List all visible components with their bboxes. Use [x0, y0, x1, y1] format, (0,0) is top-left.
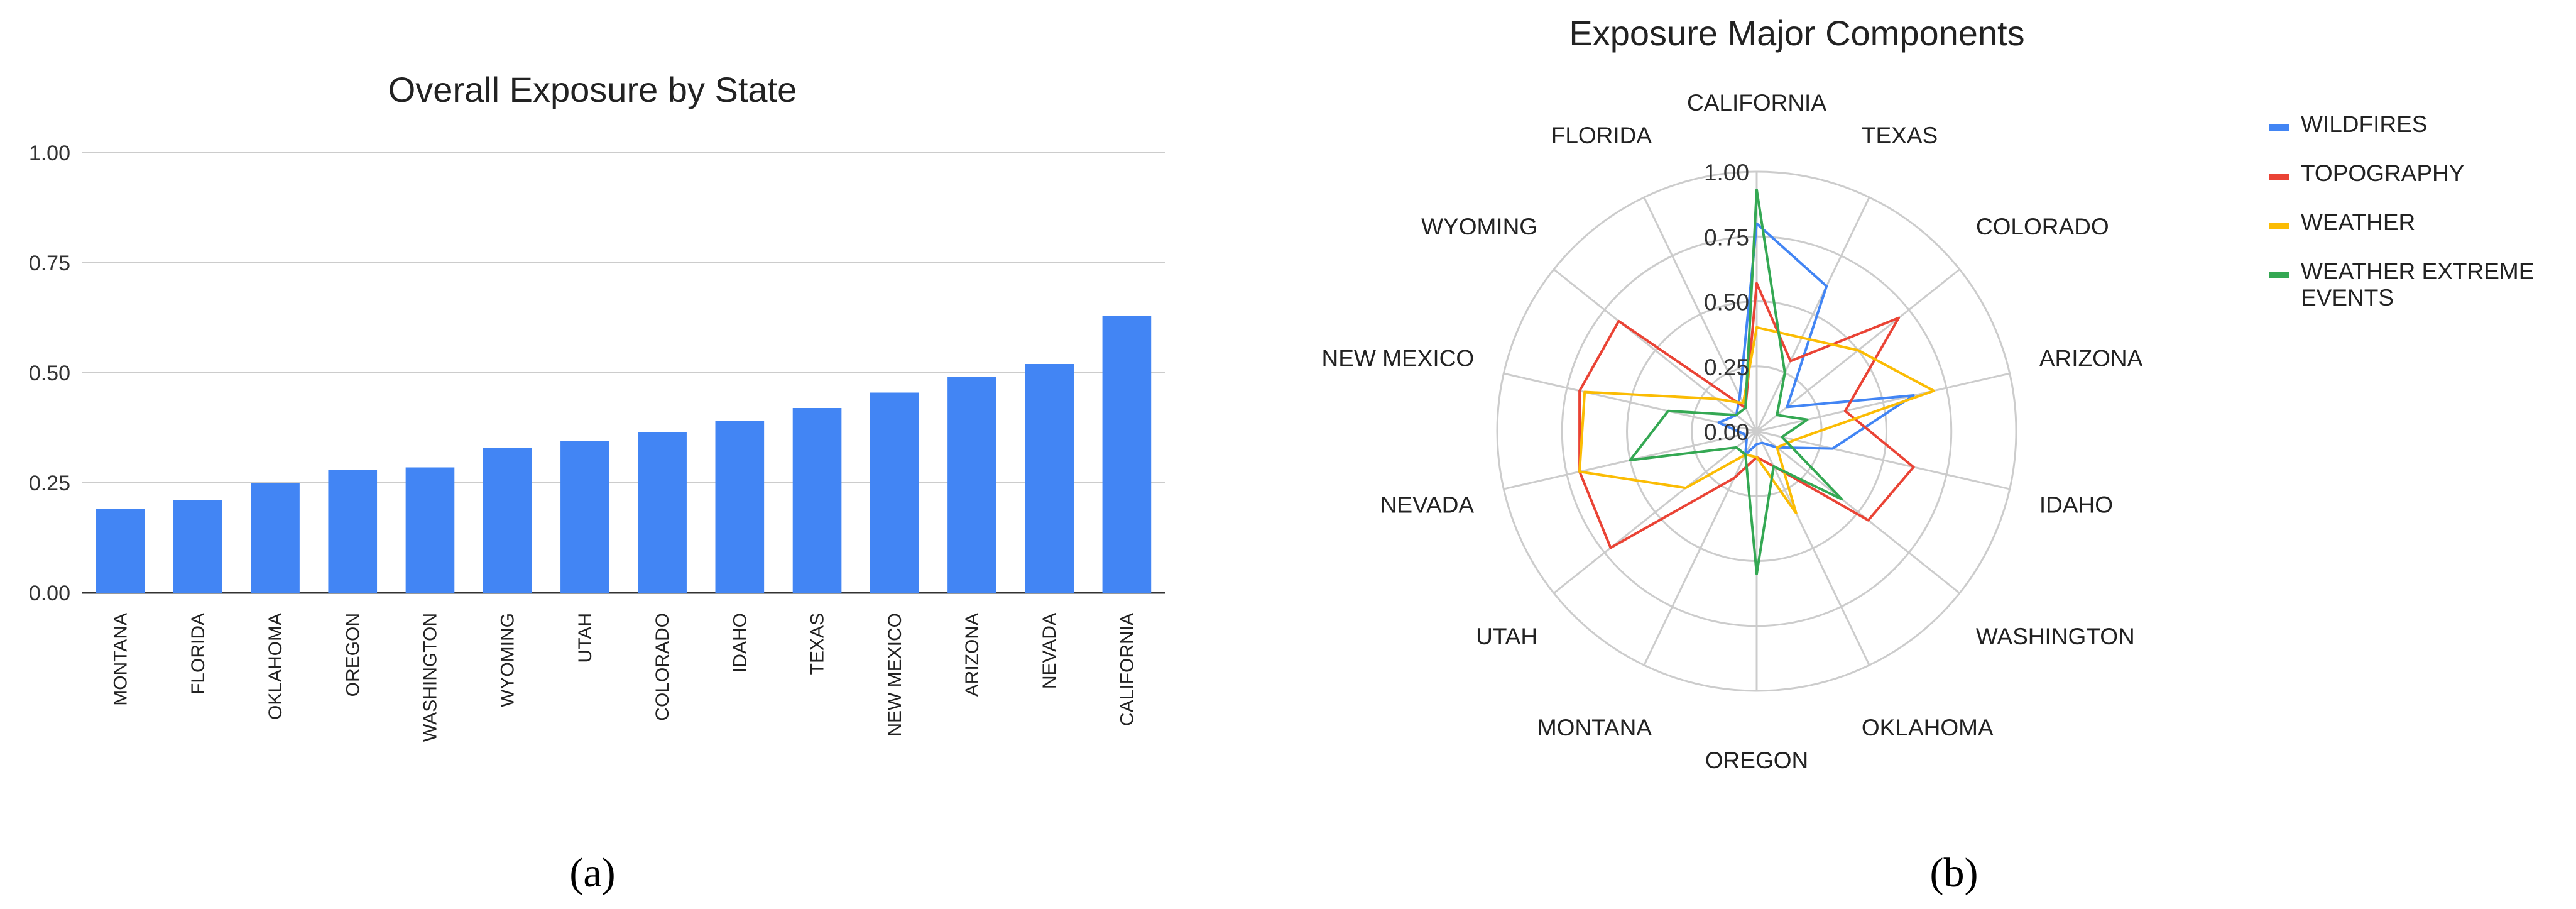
bar-category-label: NEW MEXICO: [885, 613, 905, 737]
bar-category-label: UTAH: [575, 613, 596, 663]
bar-nevada: [1025, 364, 1074, 593]
radar-radial-tick-labels: 0.00 0.25 0.50 0.75 1.00: [1704, 160, 1749, 445]
radar-spoke: [1755, 197, 1870, 432]
radar-tick-label: 0.25: [1704, 355, 1749, 380]
bar-category-label: OKLAHOMA: [265, 613, 286, 720]
bar-florida: [173, 500, 222, 593]
legend-swatch: [2269, 174, 2289, 180]
bar-y-tick-labels: 0.00 0.25 0.50 0.75 1.00: [29, 141, 70, 605]
legend-swatch: [2269, 124, 2289, 131]
radar-legend: WILDFIRES TOPOGRAPHY WEATHER WEATHER EXTREM…: [2269, 111, 2534, 311]
radar-spoke: [1756, 430, 1960, 594]
radar-category-label: OKLAHOMA: [1862, 715, 1994, 741]
radar-grid: [1496, 170, 2017, 692]
radar-tick-label: 1.00: [1704, 160, 1749, 185]
radar-series: [1578, 188, 1935, 576]
bar-oklahoma: [251, 483, 300, 593]
radar-series-wildfires: [1717, 222, 1915, 456]
bar-montana: [96, 509, 145, 593]
radar-spoke: [1553, 268, 1757, 432]
bar-california: [1102, 316, 1152, 593]
bar-chart-title: Overall Exposure by State: [388, 70, 797, 109]
bar-texas: [792, 408, 842, 593]
bar-series: [96, 316, 1152, 593]
radar-category-labels: CALIFORNIA TEXAS COLORADO ARIZONA IDAHO WASHI…: [1322, 90, 2143, 773]
bar-category-label: COLORADO: [652, 613, 673, 721]
radar-series-weather: [1578, 326, 1935, 515]
legend-swatch: [2269, 223, 2289, 229]
bar-category-label: IDAHO: [729, 613, 750, 673]
radar-category-label: WASHINGTON: [1976, 624, 2135, 649]
bar-category-label: TEXAS: [807, 613, 828, 675]
bar-arizona: [947, 377, 996, 593]
legend-swatch: [2269, 272, 2289, 278]
radar-category-label: NEVADA: [1380, 492, 1475, 517]
legend-label: WEATHER EXTREME EVENTS: [2301, 258, 2534, 311]
legend-label: TOPOGRAPHY: [2301, 160, 2464, 186]
radar-category-label: MONTANA: [1537, 715, 1652, 741]
bar-washington: [405, 467, 455, 593]
radar-tick-label: 0.75: [1704, 224, 1749, 250]
radar-category-label: WYOMING: [1421, 214, 1537, 240]
bar-category-label: WASHINGTON: [420, 613, 440, 742]
bar-utah: [560, 441, 609, 593]
bar-oregon: [328, 470, 378, 593]
radar-category-label: ARIZONA: [2039, 346, 2143, 372]
legend-label: WILDFIRES: [2301, 111, 2427, 137]
bar-y-tick-label: 1.00: [29, 141, 70, 165]
bar-y-tick-label: 0.75: [29, 251, 70, 275]
bar-category-label: FLORIDA: [188, 613, 209, 695]
legend-label: WEATHER: [2301, 209, 2415, 235]
bar-chart-panel: Overall Exposure by State 0.000.250.500.…: [29, 70, 1165, 896]
panel-label-a: (a): [569, 850, 615, 896]
bar-gridlines: [82, 152, 1165, 594]
panel-label-b: (b): [1930, 850, 1978, 896]
bar-category-labels: MONTANA FLORIDA OKLAHOMA OREGON WASHINGTON WY…: [111, 613, 1138, 742]
bar-wyoming: [483, 448, 532, 593]
bar-colorado: [638, 432, 687, 593]
radar-tick-label: 0.50: [1704, 290, 1749, 316]
radar-category-label: UTAH: [1476, 624, 1537, 649]
radar-chart-panel: Exposure Major Components 0.000.250.500.…: [1322, 13, 2535, 896]
bar-category-label: WYOMING: [498, 613, 518, 707]
bar-category-label: CALIFORNIA: [1116, 613, 1137, 726]
bar-category-label: ARIZONA: [962, 613, 983, 697]
radar-category-label: NEW MEXICO: [1322, 346, 1475, 372]
bar-new-mexico: [870, 392, 919, 593]
bar-y-tick-label: 0.50: [29, 361, 70, 385]
radar-tick-label: 0.00: [1704, 419, 1749, 445]
radar-spoke: [1643, 197, 1758, 432]
radar-category-label: FLORIDA: [1551, 123, 1652, 148]
radar-chart-title: Exposure Major Components: [1569, 13, 2024, 53]
bar-category-label: NEVADA: [1039, 613, 1060, 689]
radar-series-weather-extreme-events: [1629, 188, 1843, 576]
bar-y-tick-label: 0.00: [29, 581, 70, 605]
radar-category-label: COLORADO: [1976, 214, 2109, 240]
radar-category-label: OREGON: [1705, 747, 1808, 773]
bar-y-tick-label: 0.25: [29, 471, 70, 495]
radar-category-label: TEXAS: [1862, 123, 1938, 148]
bar-category-label: MONTANA: [111, 613, 131, 706]
radar-spoke: [1643, 431, 1758, 666]
radar-category-label: IDAHO: [2039, 492, 2113, 517]
radar-spoke: [1553, 430, 1757, 594]
bar-idaho: [715, 421, 765, 593]
radar-category-label: CALIFORNIA: [1687, 90, 1826, 116]
bar-category-label: OREGON: [342, 613, 363, 697]
radar-spoke: [1756, 372, 2010, 432]
radar-spoke: [1504, 372, 1757, 432]
radar-spoke: [1755, 431, 1870, 666]
radar-spoke: [1756, 430, 2010, 490]
